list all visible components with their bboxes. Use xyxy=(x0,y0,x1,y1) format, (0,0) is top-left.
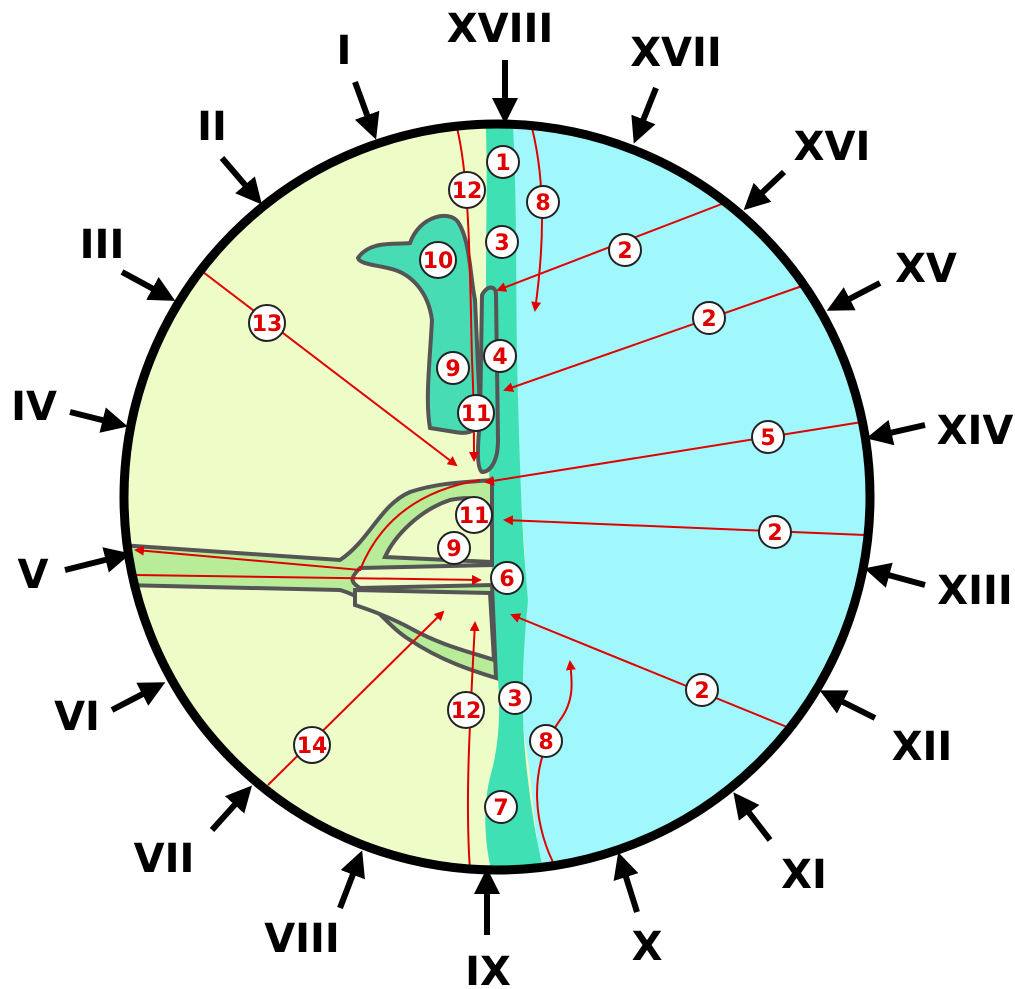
direction-arrow-iii xyxy=(120,269,176,301)
direction-arrow-vii xyxy=(209,785,253,833)
svg-text:5: 5 xyxy=(760,426,775,451)
label-v: V xyxy=(18,552,49,598)
label-ii: II xyxy=(197,104,227,150)
svg-text:8: 8 xyxy=(538,730,553,755)
label-iv: IV xyxy=(11,384,57,430)
direction-arrow-ii xyxy=(219,156,262,205)
direction-arrow-iv xyxy=(69,407,128,433)
marker-4: 4 xyxy=(483,339,517,373)
label-viii: VIII xyxy=(264,916,340,962)
marker-1: 1 xyxy=(486,145,520,179)
label-vii: VII xyxy=(134,836,195,882)
label-i: I xyxy=(337,28,352,74)
numbered-markers: 1 2 2 2 2 3 3 4 5 6 7 8 8 9 9 10 11 11 1… xyxy=(248,145,792,824)
svg-text:1: 1 xyxy=(495,151,510,176)
svg-text:13: 13 xyxy=(252,312,283,337)
direction-arrow-viii xyxy=(337,850,365,910)
svg-text:3: 3 xyxy=(507,687,522,712)
label-vi: VI xyxy=(54,694,100,740)
direction-arrow-vi xyxy=(110,682,166,713)
svg-text:4: 4 xyxy=(492,345,507,370)
label-ix: IX xyxy=(465,949,511,989)
direction-arrow-i xyxy=(352,80,380,140)
marker-12: 12 xyxy=(448,171,486,209)
svg-text:7: 7 xyxy=(493,796,508,821)
marker-13: 13 xyxy=(248,304,286,342)
label-xiii: XIII xyxy=(937,568,1013,614)
flow-line-2-xv xyxy=(503,284,806,393)
svg-text:10: 10 xyxy=(423,249,454,274)
marker-7: 7 xyxy=(484,790,518,824)
label-iii: III xyxy=(80,222,125,268)
marker-2: 2 xyxy=(608,233,642,267)
marker-8: 8 xyxy=(526,185,560,219)
direction-arrow-xi xyxy=(733,792,773,842)
direction-arrow-xii xyxy=(819,690,877,721)
marker-2: 2 xyxy=(692,301,726,335)
flow-line-12-bottom xyxy=(466,621,480,870)
flow-line-v-in xyxy=(135,574,482,585)
label-x: X xyxy=(632,924,663,970)
marker-11: 11 xyxy=(457,394,495,432)
direction-arrow-xvii xyxy=(631,86,659,144)
marker-8: 8 xyxy=(529,724,563,758)
svg-text:9: 9 xyxy=(445,357,460,382)
flow-line-2-xii xyxy=(510,613,788,728)
svg-text:11: 11 xyxy=(461,402,492,427)
svg-text:9: 9 xyxy=(446,537,461,562)
islet-south xyxy=(353,587,497,663)
water-area xyxy=(510,124,870,870)
marker-5: 5 xyxy=(751,420,785,454)
svg-text:2: 2 xyxy=(767,521,782,546)
marker-11: 11 xyxy=(455,496,493,534)
map-area xyxy=(124,124,870,870)
shore-spit-upper xyxy=(476,285,501,475)
svg-text:2: 2 xyxy=(617,239,632,264)
marker-3: 3 xyxy=(485,225,519,259)
marker-14: 14 xyxy=(293,726,331,764)
svg-text:8: 8 xyxy=(535,191,550,216)
direction-arrow-xiii xyxy=(864,562,926,588)
svg-text:14: 14 xyxy=(297,734,328,759)
label-xv: XV xyxy=(895,246,957,292)
label-xii: XII xyxy=(892,724,953,770)
svg-text:12: 12 xyxy=(452,179,483,204)
marker-3: 3 xyxy=(498,681,532,715)
svg-text:2: 2 xyxy=(694,679,709,704)
marker-12: 12 xyxy=(447,691,485,729)
direction-labels: I II III IV V VI VII VIII IX X XI XII XI… xyxy=(11,6,1013,989)
marker-9: 9 xyxy=(437,531,471,565)
svg-text:6: 6 xyxy=(499,567,514,592)
flow-line-5 xyxy=(484,421,863,486)
svg-text:2: 2 xyxy=(701,307,716,332)
direction-arrow-xiv xyxy=(866,419,926,446)
direction-arrow-x xyxy=(613,852,640,913)
svg-text:11: 11 xyxy=(459,504,490,529)
marker-2: 2 xyxy=(758,515,792,549)
flow-line-v-out xyxy=(134,479,481,572)
flow-line-2-xiii xyxy=(503,515,866,536)
label-xvii: XVII xyxy=(630,30,722,76)
marker-10: 10 xyxy=(419,241,457,279)
direction-arrow-v xyxy=(64,547,131,573)
label-xviii: XVIII xyxy=(447,6,553,52)
marker-6: 6 xyxy=(490,561,524,595)
svg-text:3: 3 xyxy=(494,231,509,256)
label-xvi: XVI xyxy=(794,124,871,170)
label-xiv: XIV xyxy=(937,408,1014,454)
flow-line-13 xyxy=(202,271,458,467)
svg-text:12: 12 xyxy=(451,699,482,724)
direction-arrows xyxy=(64,60,926,935)
direction-arrow-xv xyxy=(826,280,882,311)
direction-arrow-xvi xyxy=(743,169,787,211)
marker-2: 2 xyxy=(685,673,719,707)
marker-9: 9 xyxy=(436,351,470,385)
label-xi: XI xyxy=(781,852,827,898)
